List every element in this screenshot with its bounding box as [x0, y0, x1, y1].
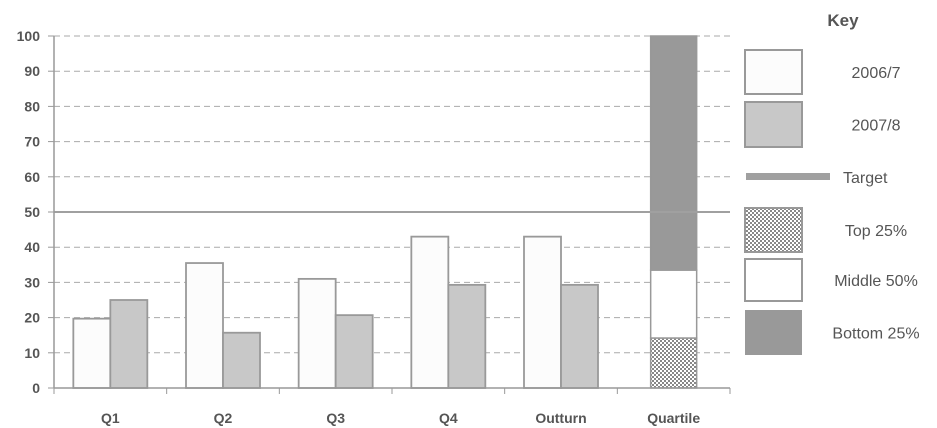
- legend-2007-8-label: 2007/8: [852, 118, 901, 135]
- y-tick-label: 70: [24, 134, 40, 150]
- legend-middle-50--label: Middle 50%: [834, 273, 918, 290]
- bar-2006-7: [524, 237, 561, 388]
- bars: [73, 237, 598, 388]
- bar-2007-8: [448, 285, 485, 388]
- legend-top-25--swatch: [745, 208, 802, 252]
- y-tick-label: 50: [24, 204, 40, 220]
- legend-title: Key: [827, 11, 859, 30]
- y-tick-label: 90: [24, 63, 40, 79]
- category-label: Outturn: [535, 410, 586, 426]
- bar-2007-8: [223, 333, 260, 388]
- bar-2007-8: [561, 285, 598, 388]
- legend-2006-7-swatch: [745, 50, 802, 94]
- y-tick-label: 60: [24, 169, 40, 185]
- y-tick-label: 80: [24, 98, 40, 114]
- legend-2007-8-swatch: [745, 102, 802, 147]
- legend-bottom-25--label: Bottom 25%: [832, 326, 919, 343]
- category-label: Q1: [101, 410, 120, 426]
- bar-2007-8: [336, 315, 373, 388]
- category-label: Q4: [439, 410, 458, 426]
- legend: Key 2006/7 2007/8 Target Top 25% Middle 50% Bo…: [745, 11, 920, 355]
- bar-2006-7: [299, 279, 336, 388]
- legend-target-label: Target: [843, 170, 888, 187]
- y-tick-label: 0: [32, 380, 40, 396]
- y-tick-label: 40: [24, 239, 40, 255]
- y-tick-label: 30: [24, 274, 40, 290]
- legend-target-swatch: [746, 173, 830, 180]
- legend-2006-7-label: 2006/7: [852, 65, 901, 82]
- bar-2006-7: [73, 319, 110, 388]
- legend-bottom-25--swatch: [745, 310, 802, 355]
- bar-2006-7: [411, 237, 448, 388]
- y-tick-label: 100: [17, 28, 41, 44]
- quartile-band-bottom-25-: [651, 36, 697, 270]
- bar-2007-8: [110, 300, 147, 388]
- category-label: Q2: [214, 410, 233, 426]
- y-tick-label: 20: [24, 310, 40, 326]
- quartile-band-middle-50-: [651, 270, 697, 338]
- quartile-band-top-25-: [651, 338, 697, 388]
- bar-2006-7: [186, 263, 223, 388]
- legend-middle-50--swatch: [745, 259, 802, 301]
- category-label: Quartile: [647, 410, 700, 426]
- y-tick-label: 10: [24, 345, 40, 361]
- gridlines: [54, 36, 730, 353]
- legend-top-25--label: Top 25%: [845, 223, 907, 240]
- category-label: Q3: [326, 410, 345, 426]
